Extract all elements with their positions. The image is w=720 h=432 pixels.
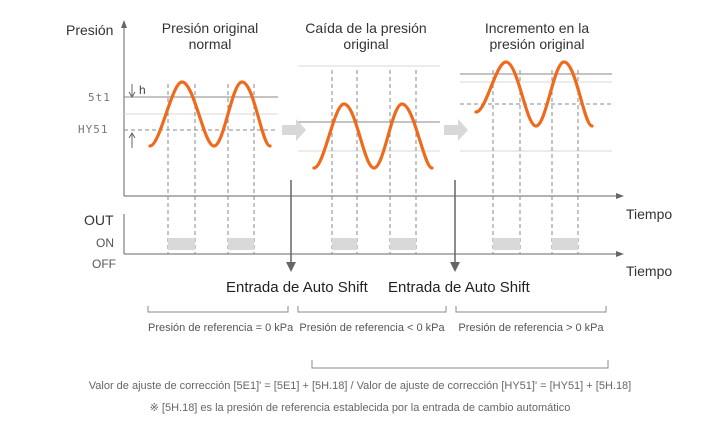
on-block bbox=[168, 238, 195, 250]
transition-arrows bbox=[282, 119, 468, 141]
correction-formula: Valor de ajuste de corrección [5E1]' = [… bbox=[88, 380, 632, 392]
reference-label-drop: Presión de referencia < 0 kPa bbox=[299, 322, 445, 334]
off-label: OFF bbox=[92, 257, 116, 271]
reference-brackets bbox=[147, 306, 609, 369]
hysteresis-label: HY51 bbox=[78, 123, 109, 136]
phase-title-rise: Incremento en la presión original bbox=[484, 20, 590, 52]
reference-label-rise: Presión de referencia > 0 kPa bbox=[458, 322, 604, 334]
on-block bbox=[228, 238, 254, 250]
pressure-axes bbox=[121, 20, 624, 199]
reference-label-normal: Presión de referencia = 0 kPa bbox=[148, 322, 294, 334]
phase-title-normal: Presión original normal bbox=[161, 20, 259, 52]
y-axis-label: Presión bbox=[66, 22, 114, 38]
out-x-axis-label: Tiempo bbox=[626, 263, 673, 279]
on-blocks bbox=[168, 238, 578, 250]
auto-shift-label: Entrada de Auto Shift bbox=[388, 279, 530, 296]
footnote: ※ [5H.18] es la presión de referencia es… bbox=[149, 402, 571, 414]
on-label: ON bbox=[96, 236, 114, 250]
h-label: h bbox=[139, 83, 146, 97]
pressure-wave-drop bbox=[312, 102, 434, 170]
out-axes bbox=[123, 214, 624, 257]
transition-arrow bbox=[444, 119, 468, 141]
on-block bbox=[390, 238, 416, 250]
out-label: OUT bbox=[84, 212, 114, 228]
auto-shift-label: Entrada de Auto Shift bbox=[226, 279, 368, 296]
on-block bbox=[552, 238, 578, 250]
reference-lines bbox=[124, 65, 612, 152]
x-axis-label: Tiempo bbox=[626, 206, 673, 222]
switch-guides bbox=[167, 70, 579, 254]
h-bracket bbox=[128, 84, 136, 148]
on-block bbox=[332, 238, 357, 250]
pressure-wave-rise bbox=[474, 60, 594, 128]
on-block bbox=[493, 238, 520, 250]
set-value-label: 5t1 bbox=[88, 91, 111, 104]
transition-arrow bbox=[282, 119, 306, 141]
pressure-wave-normal bbox=[148, 80, 272, 148]
phase-title-drop: Caída de la presión original bbox=[305, 20, 427, 52]
auto-shift-arrows bbox=[286, 180, 460, 272]
